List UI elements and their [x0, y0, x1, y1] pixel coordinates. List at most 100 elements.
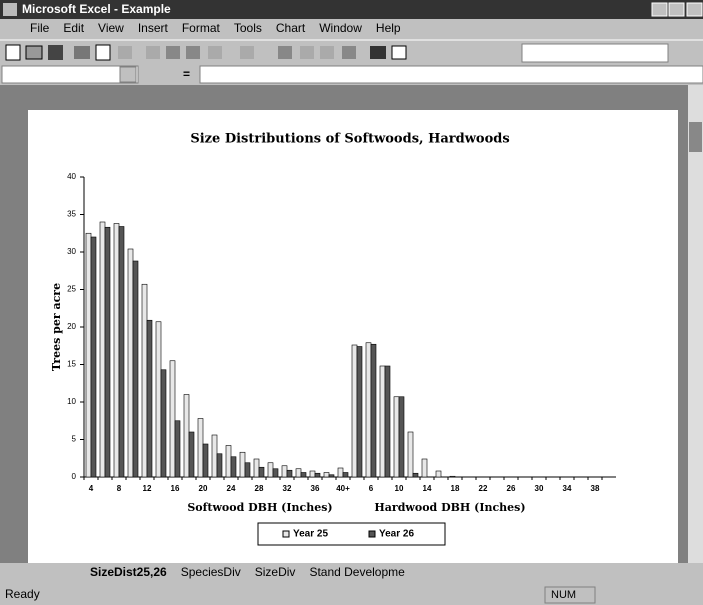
- tool-web[interactable]: [278, 46, 292, 59]
- tool-preview[interactable]: [95, 44, 111, 61]
- plot: 0 5 10 15 20 25 30 35 40 4 8 12 16 20 24 28 32 36 40+ 6 10 14…: [67, 172, 616, 546]
- x-tick-label: 16: [171, 484, 180, 493]
- tab-bar: [0, 563, 703, 583]
- maximize[interactable]: [668, 2, 685, 17]
- bar: [183, 394, 190, 478]
- bar: [141, 283, 148, 478]
- menu-item[interactable]: Insert: [138, 21, 169, 35]
- bar: [160, 369, 167, 478]
- scroll-thumb[interactable]: [689, 122, 702, 152]
- y-tick-label: 40: [67, 172, 76, 181]
- formula-sign: =: [183, 67, 190, 81]
- bar: [202, 443, 209, 478]
- bar: [300, 472, 307, 478]
- menu-item[interactable]: View: [98, 21, 124, 35]
- menu-item[interactable]: Tools: [234, 21, 262, 35]
- x-axis-label: Softwood DBH (Inches): [187, 501, 332, 514]
- bar: [155, 321, 162, 478]
- bar: [267, 462, 274, 478]
- tool-print[interactable]: [74, 46, 90, 59]
- sheet-tab[interactable]: SizeDist25,26: [90, 565, 167, 579]
- chart-title: Size Distributions of Softwoods, Hardwoo…: [190, 132, 509, 147]
- x-tick-label: 18: [451, 484, 460, 493]
- window-buttons[interactable]: [651, 2, 703, 17]
- menu-item[interactable]: Help: [376, 21, 401, 35]
- legend-swatch: [282, 530, 290, 538]
- bar: [356, 346, 363, 478]
- tool-sum[interactable]: [300, 46, 314, 59]
- tool-spell[interactable]: [118, 46, 132, 59]
- formula-input[interactable]: [199, 65, 703, 84]
- bar: [286, 469, 293, 478]
- x-tick-label: 4: [89, 484, 94, 493]
- x-tick-label: 26: [507, 484, 516, 493]
- menu-item[interactable]: Chart: [276, 21, 306, 35]
- x-tick-label: 8: [117, 484, 122, 493]
- y-tick-label: 25: [67, 285, 76, 294]
- bar: [188, 431, 195, 478]
- bar: [225, 445, 232, 478]
- bar: [127, 248, 134, 478]
- tool-paste[interactable]: [186, 46, 200, 59]
- x-tick-label: 22: [479, 484, 488, 493]
- tool-copy[interactable]: [166, 46, 180, 59]
- bar: [169, 360, 176, 478]
- y-tick-label: 20: [67, 322, 76, 331]
- bar: [398, 396, 405, 478]
- sheet-tab[interactable]: SpeciesDiv: [181, 565, 241, 579]
- tool-new[interactable]: [5, 44, 21, 61]
- bar: [239, 451, 246, 478]
- x-tick-label: 38: [591, 484, 600, 493]
- bar: [412, 472, 419, 478]
- bar: [104, 226, 111, 478]
- bar: [90, 236, 97, 478]
- bar: [258, 466, 265, 478]
- bar: [174, 420, 181, 478]
- legend-swatch: [368, 530, 376, 538]
- tool-format[interactable]: [208, 46, 222, 59]
- tool-sort[interactable]: [342, 46, 356, 59]
- tool-save[interactable]: [48, 45, 63, 60]
- bar: [351, 344, 358, 478]
- tool-undo[interactable]: [240, 46, 254, 59]
- tool-open[interactable]: [25, 45, 43, 60]
- bar: [113, 223, 120, 478]
- tool-cut[interactable]: [146, 46, 160, 59]
- num-indicator: NUM: [551, 589, 576, 601]
- vertical-scrollbar[interactable]: [688, 85, 703, 563]
- close[interactable]: [686, 2, 703, 17]
- menu-item[interactable]: Window: [319, 21, 362, 35]
- sheet-tab[interactable]: Stand Developme: [309, 565, 405, 579]
- bar: [272, 468, 279, 478]
- tool-help[interactable]: [391, 45, 407, 60]
- menu-item[interactable]: File: [30, 21, 50, 35]
- minimize[interactable]: [651, 2, 668, 17]
- bar: [379, 365, 386, 478]
- bar: [197, 418, 204, 478]
- x-tick-label: 40+: [336, 484, 350, 493]
- y-tick-label: 15: [67, 360, 76, 369]
- bar: [342, 472, 349, 478]
- sheet-tabs: SizeDist25,26 SpeciesDiv SizeDiv Stand Deve…: [90, 565, 405, 579]
- status-bar: [0, 584, 703, 605]
- bar: [337, 467, 344, 478]
- y-tick-label: 10: [67, 397, 76, 406]
- bar: [230, 456, 237, 478]
- name-box[interactable]: [1, 65, 139, 84]
- x-axis-label-2: Hardwood DBH (Inches): [374, 501, 525, 514]
- tool-fx[interactable]: [320, 46, 334, 59]
- bar: [118, 226, 125, 478]
- bar: [146, 319, 153, 478]
- font-box[interactable]: [521, 43, 669, 63]
- chart-sheet: [28, 110, 678, 563]
- menu-item[interactable]: Edit: [63, 21, 84, 35]
- bar: [435, 470, 442, 478]
- x-tick-label: 12: [143, 484, 152, 493]
- tool-chart[interactable]: [370, 46, 386, 59]
- bar: [309, 470, 316, 478]
- name-box-drop[interactable]: [119, 66, 137, 83]
- y-tick-label: 0: [72, 472, 77, 481]
- sheet-tab[interactable]: SizeDiv: [255, 565, 296, 579]
- menu-item[interactable]: Format: [182, 21, 221, 35]
